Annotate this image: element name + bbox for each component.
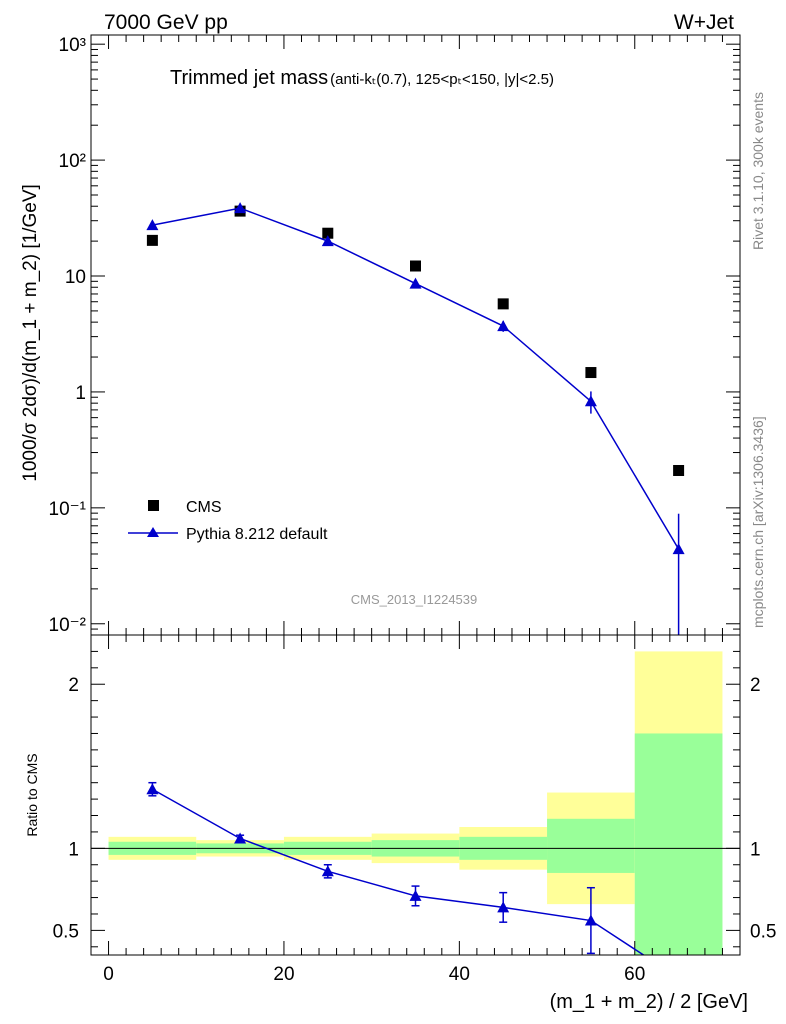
pythia-point	[234, 202, 247, 214]
cms-point	[322, 227, 334, 239]
cms-point	[410, 260, 421, 272]
rivet-label: Rivet 3.1.10, 300k events	[750, 92, 766, 250]
ratio-ytick-label-right-0: 0.5	[750, 921, 776, 942]
ratio-uncertainty-bands	[91, 651, 740, 955]
ratio-xtick-label-3: 60	[624, 964, 645, 985]
legend-cms-marker	[148, 500, 159, 511]
analysis-id: CMS_2013_I1224539	[351, 592, 478, 607]
cms-point	[585, 367, 597, 379]
pythia-point	[321, 235, 334, 247]
main-ytick-label-3: 1	[75, 383, 86, 404]
ratio-pythia-point	[234, 832, 247, 844]
ratio-band-green-5	[547, 818, 635, 873]
pythia-point	[672, 543, 685, 555]
ratio-pythia-point	[409, 889, 422, 901]
ratio-panel-ticks: 0.5 0.51 12 20 20 40 60	[53, 635, 776, 985]
pythia-point	[409, 277, 422, 289]
main-ytick-label-4: 10⁻¹	[49, 499, 87, 520]
main-panel-frame	[90, 34, 741, 636]
main-ytick-label-2: 10	[65, 267, 86, 288]
main-panel-series	[146, 202, 685, 635]
x-axis-label: (m_1 + m_2) / 2 [GeV]	[550, 991, 748, 1013]
ratio-xtick-label-1: 20	[273, 964, 294, 985]
ratio-panel-series	[146, 781, 645, 955]
legend: CMS Pythia 8.212 default	[128, 499, 328, 543]
pythia-point	[146, 219, 159, 231]
main-panel-ticks: 10³ 10² 10 1 10⁻¹ 10⁻²	[49, 35, 740, 636]
cms-point	[497, 298, 509, 310]
main-ytick-label-1: 10²	[59, 151, 86, 172]
main-ylabel: 1000/σ 2dσ)/d(m_1 + m_2) [1/GeV]	[20, 184, 41, 482]
legend-cms-label: CMS	[186, 499, 222, 516]
ratio-ytick-label-left-0: 0.5	[53, 921, 79, 942]
ratio-pythia-point	[497, 901, 510, 913]
ratio-ytick-label-right-2: 2	[750, 675, 761, 696]
plot-title: Trimmed jet mass (anti-kₜ(0.7), 125<pₜ<15…	[170, 67, 554, 89]
ratio-pythia-point	[321, 865, 334, 877]
cms-point	[673, 464, 685, 476]
ratio-ytick-label-left-2: 2	[68, 675, 79, 696]
energy-label: 7000 GeV pp	[104, 11, 228, 34]
legend-pythia-label: Pythia 8.212 default	[186, 526, 328, 543]
ratio-xtick-label-2: 40	[449, 964, 470, 985]
ratio-band-green-6	[634, 733, 723, 955]
plot-title-detail: (anti-kₜ(0.7), 125<pₜ<150, |y|<2.5)	[330, 71, 554, 88]
plot-title-main: Trimmed jet mass	[170, 67, 328, 89]
ratio-ytick-label-right-1: 1	[750, 839, 761, 860]
ratio-xtick-label-0: 0	[103, 964, 114, 985]
ratio-panel-frame	[90, 634, 741, 956]
legend-pythia-marker	[147, 527, 159, 537]
pythia-point	[497, 320, 510, 332]
cms-point	[146, 234, 158, 246]
ratio-ytick-label-left-1: 1	[68, 839, 79, 860]
main-ytick-label-5: 10⁻²	[49, 615, 87, 636]
process-label: W+Jet	[674, 11, 734, 34]
ratio-ylabel: Ratio to CMS	[24, 753, 40, 836]
ratio-pythia-point	[146, 783, 159, 795]
ratio-pythia-point	[584, 914, 597, 926]
pythia-point	[584, 395, 597, 407]
main-ytick-label-0: 10³	[59, 35, 86, 56]
pythia-line	[152, 207, 680, 550]
mcplots-label: mcplots.cern.ch [arXiv:1306.3436]	[750, 416, 766, 628]
